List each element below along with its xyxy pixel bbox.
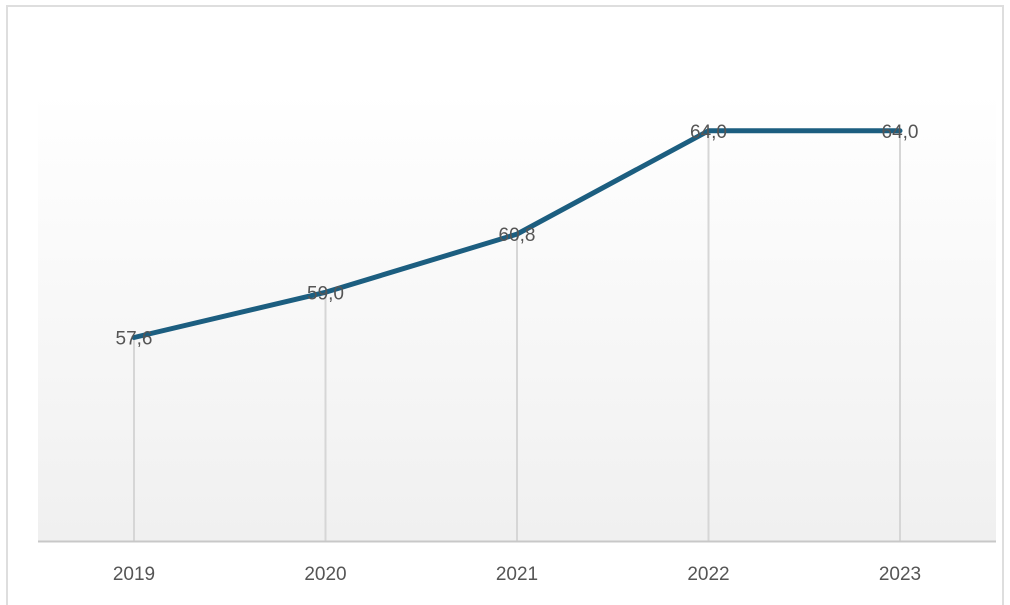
- data-label: 60,8: [499, 225, 536, 246]
- data-label: 57,6: [116, 328, 153, 349]
- data-label: 64,0: [690, 122, 727, 143]
- x-tick-label: 2022: [687, 564, 729, 585]
- x-tick-label: 2023: [879, 564, 921, 585]
- data-label: 64,0: [882, 122, 919, 143]
- x-tick-label: 2019: [113, 564, 155, 585]
- series-line: [131, 128, 903, 340]
- data-label: 59,0: [307, 283, 344, 304]
- x-tick-label: 2020: [304, 564, 346, 585]
- x-tick-label: 2021: [496, 564, 538, 585]
- chart-frame: [6, 5, 1004, 605]
